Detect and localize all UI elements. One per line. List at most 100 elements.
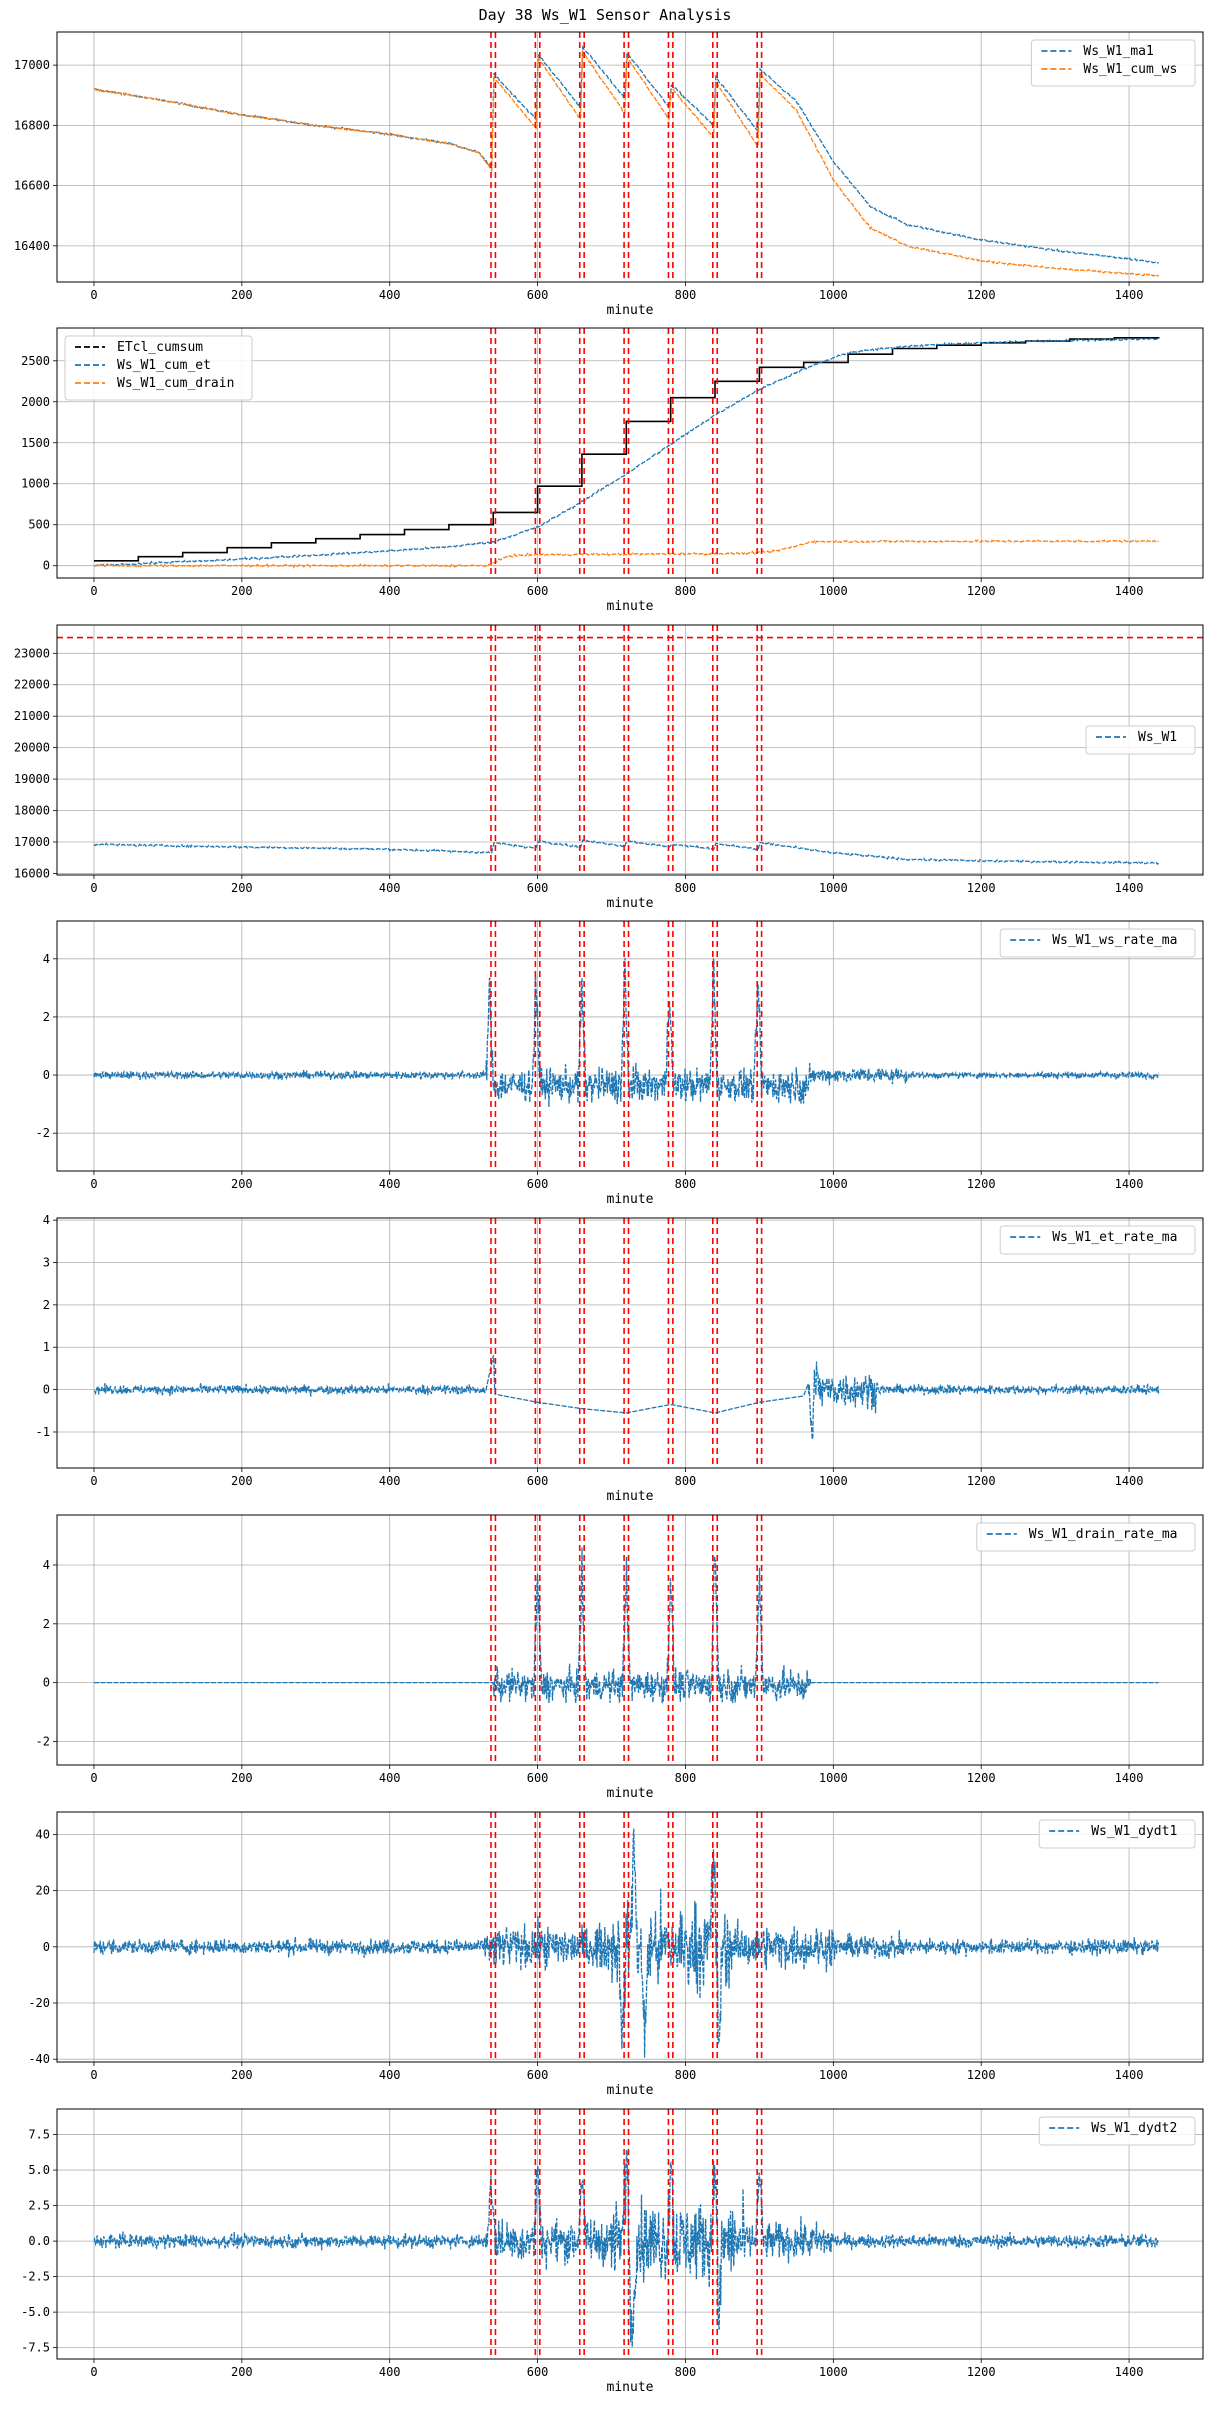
x-tick-label: 1200 — [967, 288, 996, 302]
x-tick-label: 1400 — [1115, 881, 1144, 895]
series-line-Ws_W1_drain_rate_ma — [94, 1547, 1159, 1704]
x-tick-label: 400 — [379, 584, 401, 598]
x-tick-label: 0 — [90, 1474, 97, 1488]
x-tick-label: 200 — [231, 2068, 253, 2082]
plot-frame — [56, 1514, 1204, 1766]
x-tick-label: 0 — [90, 2068, 97, 2082]
x-tick-label: 0 — [90, 1771, 97, 1785]
legend: Ws_W1 — [1085, 725, 1196, 755]
y-tick-label: -2 — [36, 1734, 50, 1748]
series-line-Ws_W1_ws_rate_ma — [93, 957, 1159, 1108]
x-tick-label: 800 — [675, 2365, 697, 2379]
series-line-Ws_W1_dydt2 — [93, 2149, 1160, 2348]
legend-box — [1085, 725, 1196, 755]
legend-label: Ws_W1_ma1 — [1083, 44, 1153, 59]
x-axis-label: minute — [607, 896, 654, 911]
plot-frame — [56, 624, 1204, 876]
series-line-Ws_W1_cum_drain — [93, 539, 1159, 569]
legend-label: Ws_W1_cum_ws — [1083, 62, 1177, 77]
y-tick-label: 4 — [43, 952, 50, 966]
chart-panel-6: 0 200 400 600 800 1000 1200 1400 -2 0 2 4 minute Ws_W… — [36, 1514, 1204, 1801]
x-tick-label: 1400 — [1115, 2365, 1144, 2379]
y-tick-label: 17000 — [14, 835, 50, 849]
legend-label: Ws_W1_et_rate_ma — [1052, 1230, 1177, 1245]
plot-frame — [56, 1217, 1204, 1469]
x-tick-label: 400 — [379, 2365, 401, 2379]
y-tick-label: 4 — [43, 1558, 50, 1572]
x-tick-label: 1200 — [967, 1771, 996, 1785]
plot-frame — [56, 327, 1204, 579]
x-tick-label: 0 — [90, 288, 97, 302]
x-tick-label: 600 — [527, 2068, 549, 2082]
x-tick-label: 0 — [90, 881, 97, 895]
x-tick-label: 600 — [527, 881, 549, 895]
y-tick-label: 0 — [43, 559, 50, 573]
y-tick-label: 17000 — [14, 58, 50, 72]
y-tick-label: 20000 — [14, 741, 50, 755]
legend: Ws_W1_dydt2 — [1038, 2116, 1196, 2146]
y-tick-label: -1 — [36, 1425, 50, 1439]
x-tick-label: 800 — [675, 881, 697, 895]
y-tick-label: 19000 — [14, 772, 50, 786]
y-tick-label: 0 — [43, 1383, 50, 1397]
x-tick-label: 600 — [527, 1474, 549, 1488]
x-tick-label: 1000 — [819, 1177, 848, 1191]
y-tick-label: 18000 — [14, 804, 50, 818]
x-tick-label: 200 — [231, 1474, 253, 1488]
y-tick-label: 5.0 — [28, 2163, 50, 2177]
y-tick-label: 0.0 — [28, 2234, 50, 2248]
y-tick-label: 21000 — [14, 709, 50, 723]
y-tick-label: 20 — [36, 1884, 50, 1898]
x-tick-label: 1400 — [1115, 584, 1144, 598]
x-tick-label: 1400 — [1115, 1474, 1144, 1488]
x-axis-label: minute — [607, 2083, 654, 2098]
y-tick-label: 16600 — [14, 179, 50, 193]
x-tick-label: 800 — [675, 2068, 697, 2082]
x-tick-label: 1000 — [819, 2365, 848, 2379]
x-tick-label: 600 — [527, 2365, 549, 2379]
x-tick-label: 1200 — [967, 2365, 996, 2379]
x-tick-label: 1200 — [967, 2068, 996, 2082]
legend-label: Ws_W1 — [1138, 730, 1177, 745]
legend-box — [1038, 2116, 1196, 2146]
y-tick-label: -7.5 — [21, 2341, 50, 2355]
y-tick-label: 1000 — [21, 477, 50, 491]
legend: Ws_W1_ws_rate_ma — [999, 928, 1196, 958]
x-tick-label: 1200 — [967, 1474, 996, 1488]
y-tick-label: 0 — [43, 1940, 50, 1954]
x-tick-label: 800 — [675, 1474, 697, 1488]
x-tick-label: 1000 — [819, 1771, 848, 1785]
y-tick-label: 0 — [43, 1068, 50, 1082]
plot-frame — [56, 1811, 1204, 2063]
plot-frame — [56, 31, 1204, 283]
x-tick-label: 200 — [231, 1771, 253, 1785]
plot-frame — [56, 920, 1204, 1172]
x-tick-label: 200 — [231, 2365, 253, 2379]
x-tick-label: 0 — [90, 584, 97, 598]
legend-box — [999, 928, 1196, 958]
legend-label: Ws_W1_drain_rate_ma — [1029, 1527, 1178, 1542]
x-tick-label: 1000 — [819, 288, 848, 302]
x-tick-label: 200 — [231, 288, 253, 302]
y-tick-label: 500 — [28, 518, 50, 532]
x-tick-label: 400 — [379, 2068, 401, 2082]
legend: Ws_W1_et_rate_ma — [999, 1225, 1196, 1255]
legend-box — [1038, 1819, 1196, 1849]
y-tick-label: -40 — [28, 2052, 50, 2066]
x-tick-label: 1400 — [1115, 1177, 1144, 1191]
legend-label: ETcl_cumsum — [117, 340, 203, 355]
y-tick-label: 7.5 — [28, 2128, 50, 2142]
x-tick-label: 800 — [675, 584, 697, 598]
y-tick-label: 2000 — [21, 395, 50, 409]
y-tick-label: 1 — [43, 1340, 50, 1354]
x-tick-label: 0 — [90, 2365, 97, 2379]
y-tick-label: 1500 — [21, 436, 50, 450]
y-tick-label: 16000 — [14, 866, 50, 880]
legend-box — [1030, 39, 1196, 87]
y-tick-label: 3 — [43, 1255, 50, 1269]
legend-label: Ws_W1_dydt2 — [1091, 2121, 1177, 2136]
chart-panel-8: 0 200 400 600 800 1000 1200 1400 -7.5 -5.0 -2.5 0.0… — [21, 2108, 1204, 2395]
chart-panel-2: 0 200 400 600 800 1000 1200 1400 0 500 1000 1500 200… — [21, 327, 1204, 614]
x-tick-label: 200 — [231, 584, 253, 598]
legend: Ws_W1_dydt1 — [1038, 1819, 1196, 1849]
